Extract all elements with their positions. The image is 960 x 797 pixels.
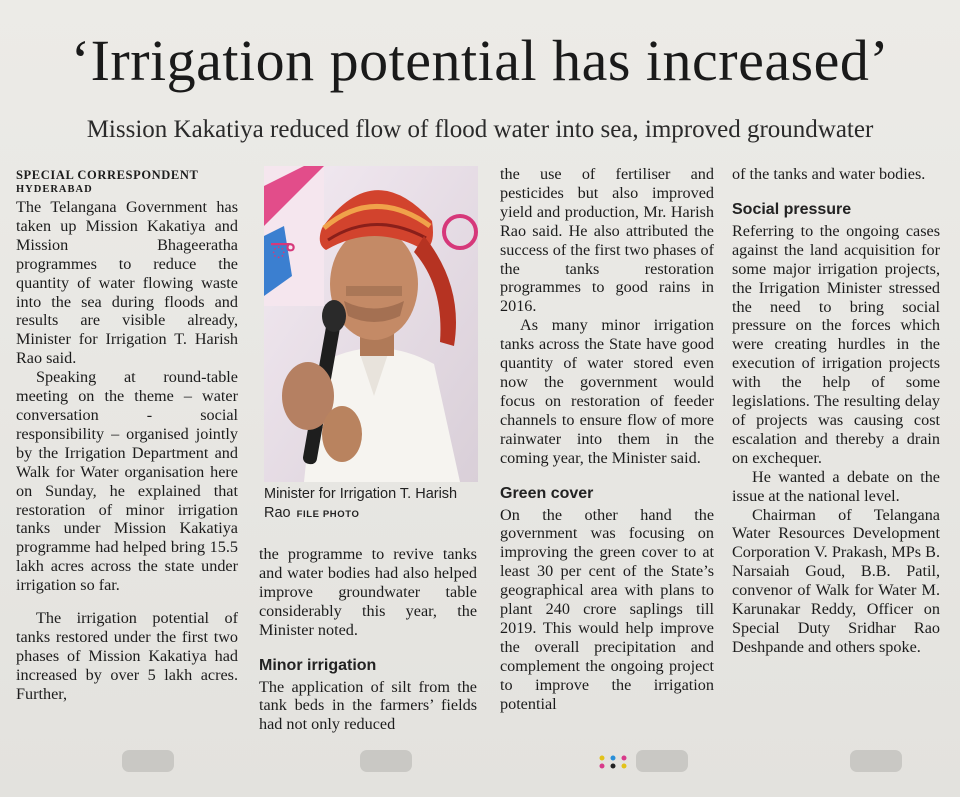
subhead-social-pressure: Social pressure	[732, 200, 852, 218]
paragraph: He wanted a debate on the issue at the n…	[732, 467, 940, 505]
page-tab-mark	[636, 750, 688, 772]
column-3: the use of fertiliser and pesticides but…	[500, 165, 714, 713]
paragraph: Referring to the ongoing cases against t…	[732, 221, 940, 467]
paragraph: The irrigation potential of tanks restor…	[16, 609, 238, 703]
photo-caption: Minister for Irrigation T. Harish Rao FIL…	[264, 485, 478, 524]
paragraph: The Telangana Government has taken up Mi…	[16, 198, 238, 368]
dateline: HYDERABAD	[16, 184, 93, 195]
paragraph: The application of silt from the tank be…	[259, 677, 477, 734]
svg-text:ా: ా	[270, 231, 295, 266]
paragraph: the use of fertiliser and pesticides but…	[500, 165, 714, 316]
paragraph: On the other hand the government was foc…	[500, 505, 714, 713]
caption-text: Minister for Irrigation T. Harish Rao	[264, 486, 458, 521]
portrait-image: ా	[264, 166, 478, 482]
column-4: of the tanks and water bodies. Social pr…	[732, 165, 940, 657]
subhead-green-cover: Green cover	[500, 484, 594, 502]
page-tab-mark	[850, 750, 902, 772]
page-tab-mark	[360, 750, 412, 772]
paragraph: Speaking at round-table meeting on the t…	[16, 368, 238, 595]
photo-credit: FILE PHOTO	[296, 509, 360, 520]
paragraph: of the tanks and water bodies.	[732, 165, 926, 183]
subheadline: Mission Kakatiya reduced flow of flood w…	[86, 116, 874, 143]
subhead-minor-irrigation: Minor irrigation	[259, 656, 377, 674]
page-tab-mark	[122, 750, 174, 772]
paragraph: Chairman of Telangana Water Resources De…	[732, 505, 940, 656]
byline: SPECIAL CORRESPONDENT	[16, 168, 199, 182]
minister-photo: ా	[264, 166, 478, 482]
column-1: SPECIAL CORRESPONDENT HYDERABAD The Tela…	[16, 167, 238, 704]
paragraph: As many minor irrigation tanks across th…	[500, 316, 714, 467]
headline: ‘Irrigation potential has increased’	[70, 28, 890, 93]
paragraph: the programme to revive tanks and water …	[259, 545, 477, 639]
column-2: the programme to revive tanks and water …	[259, 545, 477, 734]
color-registration-dots	[599, 755, 627, 769]
